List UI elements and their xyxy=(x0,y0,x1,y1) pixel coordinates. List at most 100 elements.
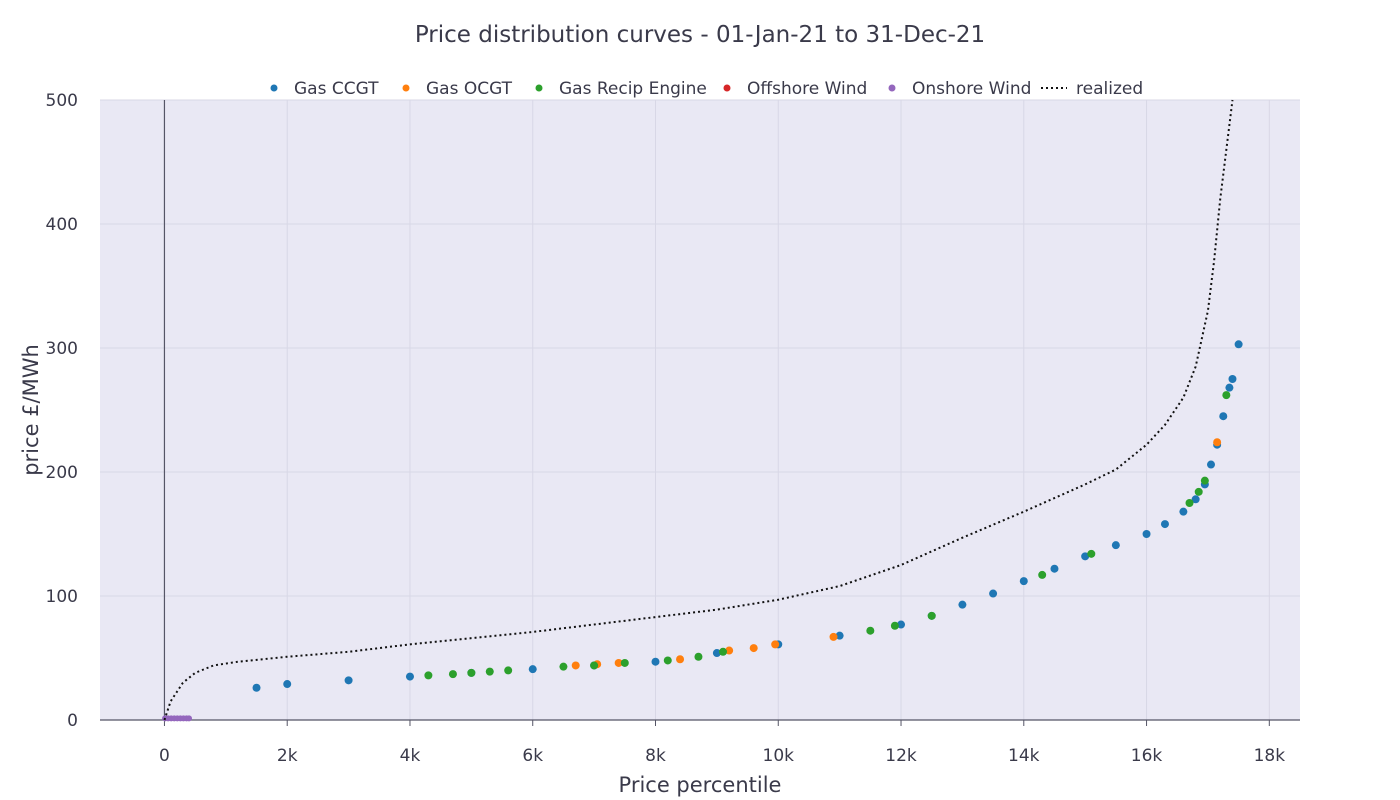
gas-recip-engine-point xyxy=(424,671,433,680)
gas-ocgt-point xyxy=(614,658,623,667)
gas-recip-engine-point xyxy=(1200,476,1209,485)
gas-ccgt-point xyxy=(1228,375,1237,383)
gas-recip-engine-point xyxy=(927,611,936,620)
x-axis-title: Price percentile xyxy=(619,773,782,797)
series-gas-recip-engine xyxy=(424,391,1231,680)
x-tick-label: 4k xyxy=(400,746,421,766)
gas-ccgt-point xyxy=(1160,520,1169,529)
legend-dot-icon xyxy=(888,84,896,92)
gas-ocgt-point xyxy=(571,661,580,670)
gas-ccgt-point xyxy=(1219,412,1228,421)
gas-ccgt-point xyxy=(283,680,292,689)
series-onshore-wind xyxy=(162,715,193,722)
gas-ccgt-point xyxy=(1142,530,1151,538)
gas-ccgt-point xyxy=(1225,383,1234,392)
y-tick-label: 200 xyxy=(46,463,78,483)
gridlines xyxy=(100,99,1300,720)
tick-labels: 0 2k 4k 6k 8k 10k 12k 14k 16k 18k 0 100 200 300 400 500 xyxy=(46,91,1286,766)
gas-ccgt-point xyxy=(1206,460,1215,469)
gas-recip-engine-point xyxy=(694,652,703,661)
gas-recip-engine-point xyxy=(890,621,899,630)
legend-label: Gas Recip Engine xyxy=(559,79,707,99)
legend-item-gas-ocgt[interactable]: Gas OCGT xyxy=(402,79,513,99)
x-tick-label: 16k xyxy=(1131,746,1163,766)
legend-item-realized[interactable]: realized xyxy=(1041,79,1143,99)
x-tick-label: 14k xyxy=(1008,746,1040,766)
x-tick-label: 12k xyxy=(885,746,917,766)
legend-item-onshore-wind[interactable]: Onshore Wind xyxy=(888,79,1032,99)
gas-ccgt-point xyxy=(1050,564,1059,573)
gas-ocgt-point xyxy=(771,640,780,649)
gas-ccgt-point xyxy=(958,600,967,609)
gas-ccgt-point xyxy=(1234,340,1243,349)
series-gas-ocgt xyxy=(571,438,1222,670)
gas-recip-engine-point xyxy=(1194,487,1203,496)
gas-ccgt-point xyxy=(835,631,844,640)
gas-ccgt-point xyxy=(1179,507,1188,516)
plot-area xyxy=(100,100,1300,720)
legend-dot-icon xyxy=(270,84,278,92)
gas-recip-engine-point xyxy=(485,667,494,676)
gas-recip-engine-point xyxy=(559,662,568,671)
legend-label: Gas OCGT xyxy=(426,79,513,99)
gas-ccgt-point xyxy=(344,676,353,685)
legend-label: Gas CCGT xyxy=(294,79,379,99)
legend-label: Onshore Wind xyxy=(912,79,1031,99)
gas-recip-engine-point xyxy=(1038,570,1047,579)
gas-ccgt-point xyxy=(651,657,660,666)
onshore-wind-point xyxy=(186,715,193,722)
gas-ccgt-point xyxy=(528,665,537,674)
gas-recip-engine-point xyxy=(467,668,476,677)
legend-label: Offshore Wind xyxy=(747,79,867,99)
gas-recip-engine-point xyxy=(620,658,629,667)
realized-line xyxy=(163,99,1234,721)
gas-ccgt-point xyxy=(1019,577,1028,586)
series-realized xyxy=(163,99,1234,721)
legend-item-gas-ccgt[interactable]: Gas CCGT xyxy=(270,79,380,99)
x-tick-label: 8k xyxy=(645,746,666,766)
legend-label: realized xyxy=(1076,79,1143,99)
gas-recip-engine-point xyxy=(663,656,672,665)
y-tick-label: 400 xyxy=(46,215,78,235)
gas-recip-engine-point xyxy=(448,670,457,679)
gas-ccgt-point xyxy=(1111,541,1120,550)
gas-ccgt-point xyxy=(897,620,906,629)
legend-dot-icon xyxy=(402,84,410,92)
y-tick-label: 100 xyxy=(46,587,78,607)
x-tick-label: 18k xyxy=(1254,746,1286,766)
gas-ocgt-point xyxy=(829,632,838,641)
y-tick-label: 300 xyxy=(46,339,78,359)
x-tick-label: 2k xyxy=(277,746,298,766)
gas-ccgt-point xyxy=(712,649,721,658)
gas-ocgt-point xyxy=(1213,438,1222,447)
legend-item-offshore-wind[interactable]: Offshore Wind xyxy=(723,79,868,99)
gas-ocgt-point xyxy=(676,655,685,664)
legend-dot-icon xyxy=(535,84,543,92)
chart-title: Price distribution curves - 01-Jan-21 to… xyxy=(415,22,985,48)
x-tick-label: 0 xyxy=(159,746,170,766)
gas-recip-engine-point xyxy=(719,647,728,656)
gas-ccgt-point xyxy=(1191,495,1200,504)
gas-ocgt-point xyxy=(725,646,734,655)
gas-ccgt-point xyxy=(405,672,414,681)
legend-item-gas-recip-engine[interactable]: Gas Recip Engine xyxy=(535,79,707,99)
gas-recip-engine-point xyxy=(866,626,875,635)
axes xyxy=(100,100,1300,726)
legend-dot-icon xyxy=(723,84,731,92)
gas-recip-engine-point xyxy=(1185,499,1194,507)
gas-ccgt-point xyxy=(252,683,261,692)
gas-recip-engine-point xyxy=(504,666,513,675)
x-tick-label: 6k xyxy=(522,746,543,766)
y-tick-label: 500 xyxy=(46,91,78,111)
x-tick-label: 10k xyxy=(763,746,795,766)
y-tick-label: 0 xyxy=(67,711,78,731)
y-axis-title: price £/MWh xyxy=(19,344,43,476)
gas-recip-engine-point xyxy=(1087,549,1096,558)
gas-ccgt-point xyxy=(989,589,998,598)
legend[interactable]: Gas CCGT Gas OCGT Gas Recip Engine Offshore… xyxy=(270,79,1144,99)
gas-recip-engine-point xyxy=(590,661,599,670)
gas-ocgt-point xyxy=(749,644,758,653)
data-series xyxy=(162,99,1243,722)
